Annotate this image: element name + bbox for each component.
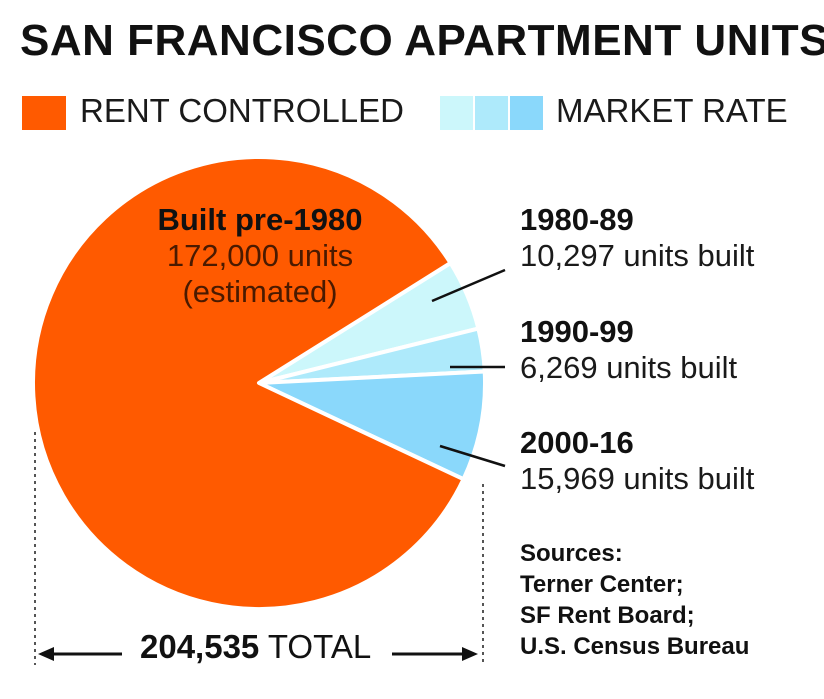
slice-label-2000-16: 2000-16 15,969 units built bbox=[520, 425, 754, 497]
pie-slice-pre-1980 bbox=[31, 155, 466, 611]
slice-name-2000-16: 2000-16 bbox=[520, 425, 634, 460]
legend-swatch-market-rate-3 bbox=[510, 96, 543, 130]
source-item: SF Rent Board; bbox=[520, 602, 695, 629]
slice-label-1980-89: 1980-89 10,297 units built bbox=[520, 202, 754, 274]
slice-units-pre-1980: 172,000 units bbox=[166, 238, 354, 273]
slice-name-pre-1980: Built pre-1980 bbox=[157, 202, 363, 237]
total-value: 204,535 bbox=[140, 628, 260, 665]
slice-name-1980-89: 1980-89 bbox=[520, 202, 634, 237]
slice-units-1980-89: 10,297 units built bbox=[520, 238, 755, 273]
leader-line-1980-89 bbox=[431, 268, 506, 303]
legend-swatch-rent-controlled bbox=[22, 96, 66, 130]
chart-title: SAN FRANCISCO APARTMENT UNITS bbox=[20, 16, 824, 65]
source-item: Terner Center; bbox=[520, 571, 684, 598]
total-arrowhead-left bbox=[38, 647, 54, 661]
pie-slice-2000-16 bbox=[257, 369, 487, 482]
legend-label-market-rate: MARKET RATE bbox=[556, 92, 788, 129]
legend-swatch-market-rate-1 bbox=[440, 96, 473, 130]
slice-name-1990-99: 1990-99 bbox=[520, 314, 634, 349]
slice-note-pre-1980: (estimated) bbox=[182, 274, 338, 309]
slice-label-pre-1980: Built pre-1980 172,000 units (estimated) bbox=[140, 202, 380, 310]
total-text: TOTAL bbox=[267, 628, 372, 665]
total-arrowhead-right bbox=[462, 647, 478, 661]
sources-heading: Sources: bbox=[520, 540, 623, 567]
leader-line-2000-16 bbox=[439, 444, 506, 468]
source-item: U.S. Census Bureau bbox=[520, 633, 750, 660]
legend-label-rent-controlled: RENT CONTROLLED bbox=[80, 92, 404, 129]
slice-units-1990-99: 6,269 units built bbox=[520, 350, 738, 385]
sources-block: Sources: Terner Center; SF Rent Board; U… bbox=[520, 538, 749, 662]
legend-swatch-market-rate-2 bbox=[475, 96, 508, 130]
slice-label-1990-99: 1990-99 6,269 units built bbox=[520, 314, 737, 386]
slice-units-2000-16: 15,969 units built bbox=[520, 461, 755, 496]
total-label: 204,535 TOTAL bbox=[140, 628, 371, 666]
